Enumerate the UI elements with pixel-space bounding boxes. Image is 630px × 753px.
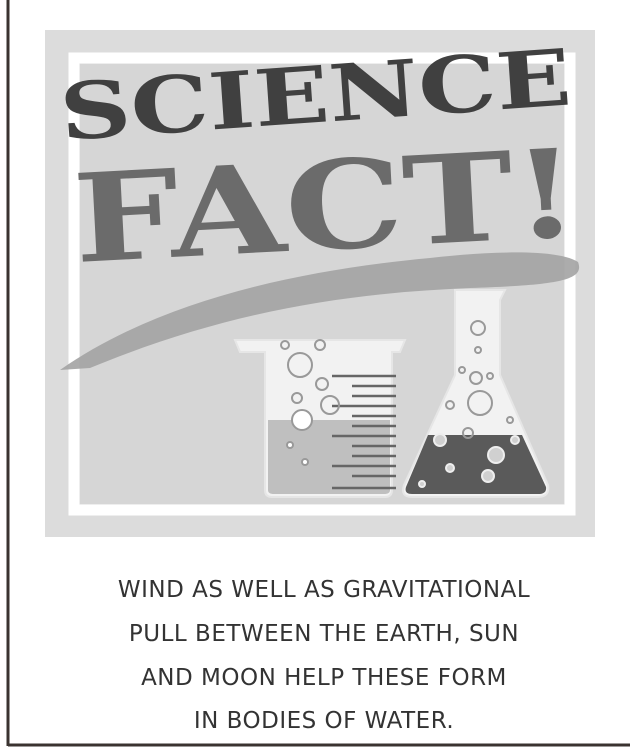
flask-liquid [406,435,546,494]
poster: SCIENCE FACT! WIND AS WELL AS GRAVITATIO… [0,0,630,753]
headline-fact: FACT! [70,121,582,291]
caption-line: AND MOON HELP THESE FORM [141,665,507,691]
caption-line: PULL BETWEEN THE EARTH, SUN [129,621,519,647]
illustration: SCIENCE FACT! [45,30,595,537]
caption-line: IN BODIES OF WATER. [194,708,454,734]
caption-line: WIND AS WELL AS GRAVITATIONAL [118,577,530,603]
